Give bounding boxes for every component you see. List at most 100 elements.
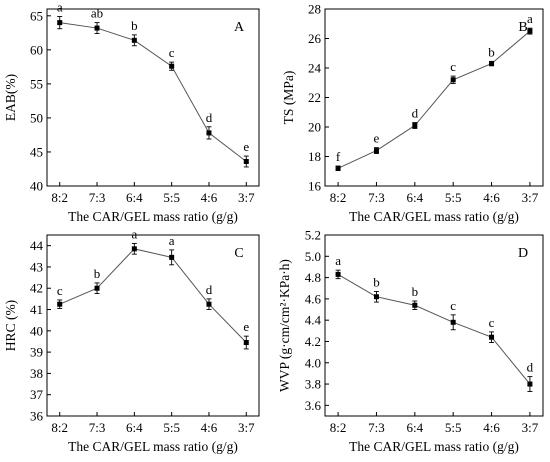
plot-frame [46,234,260,417]
data-point [243,340,249,346]
significance-letter: e [374,131,380,146]
y-tick-label: 41 [30,302,43,317]
x-tick-label: 8:2 [51,190,68,205]
significance-letter: c [450,298,456,313]
y-tick-label: 4.8 [305,270,321,285]
significance-letter: a [57,0,63,14]
y-tick-label: 26 [308,31,322,46]
y-axis-label: WVP (g·cm/cm²·KPa·h) [277,259,292,392]
y-axis-label: EAB(%) [3,74,18,121]
panel-d: 3.6 3.8 4.0 4.2 4.4 4.6 4.8 5.0 5.2 8:2 7:3 6:4 5:5 4… [277,228,544,454]
y-tick-label: 65 [30,8,43,23]
significance-letter: a [131,227,137,242]
y-tick-label: 38 [30,366,43,381]
y-tick-label: 4.4 [305,313,322,328]
x-tick-label: 4:6 [483,190,500,205]
significance-letter: f [336,149,341,164]
x-tick-label: 5:5 [163,190,180,205]
y-axis-label: HRC (%) [3,300,18,351]
significance-letter: d [206,282,213,297]
y-tick-label: 42 [30,281,43,296]
series-line [337,30,531,169]
panel-label: A [234,20,245,35]
series-line [337,273,531,385]
significance-letter: b [488,44,495,59]
data-point [206,301,212,307]
significance-letter: a [335,253,341,268]
x-tick-label: 4:6 [483,420,500,435]
x-tick-label: 6:4 [407,190,424,205]
x-tick-label: 6:4 [126,190,143,205]
y-tick-label: 4.2 [305,334,321,349]
y-tick-label: 4.6 [305,291,322,306]
significance-letter: a [169,233,175,248]
x-axis-label: The CAR/GEL mass ratio (g/g) [68,439,238,454]
significance-letter: c [489,315,495,330]
y-tick-label: 22 [308,90,321,105]
x-tick-label: 3:7 [238,190,255,205]
y-tick-label: 40 [30,179,43,194]
significance-letter: b [373,274,380,289]
x-tick-label: 4:6 [201,420,218,435]
x-tick-label: 5:5 [445,190,462,205]
x-tick-label: 7:3 [89,420,106,435]
y-tick-label: 43 [30,259,43,274]
data-point [450,77,456,83]
panel-label: C [234,246,243,261]
x-tick-label: 7:3 [368,190,385,205]
y-tick-label: 40 [30,323,43,338]
y-tick-label: 45 [30,144,43,159]
data-point [527,28,533,34]
significance-letter: c [450,59,456,74]
x-axis-label: The CAR/GEL mass ratio (g/g) [349,209,519,224]
panel-c: 36 37 38 39 40 41 42 43 44 8:2 7:3 6:4 5:5 4:6 3:7The … [3,227,260,454]
x-axis-label: The CAR/GEL mass ratio (g/g) [68,209,238,224]
panel-label: D [518,246,528,261]
x-tick-label: 4:6 [201,190,218,205]
plot-frame [46,8,260,187]
y-tick-label: 37 [30,387,44,402]
significance-letter: a [527,11,533,26]
y-tick-label: 5.0 [305,249,321,264]
significance-letter: ab [91,6,103,21]
data-point [412,123,418,129]
x-tick-label: 6:4 [126,420,143,435]
data-point [57,301,63,307]
significance-letter: d [206,110,213,125]
y-tick-label: 50 [30,110,43,125]
data-point [412,302,418,308]
data-point [131,37,137,43]
y-axis-label: TS (MPa) [281,71,296,125]
y-tick-label: 4.0 [305,355,321,370]
series-line [59,248,247,343]
data-point [57,20,63,26]
data-point [335,271,341,277]
data-point [94,285,100,291]
y-tick-label: 36 [30,409,44,424]
data-point [335,165,341,171]
y-tick-label: 24 [308,61,322,76]
y-tick-label: 20 [308,120,321,135]
x-tick-label: 8:2 [51,420,68,435]
y-tick-label: 18 [308,149,321,164]
data-point [169,63,175,69]
x-tick-label: 5:5 [163,420,180,435]
plot-frame [324,234,544,417]
significance-letter: c [169,45,175,60]
data-point [373,294,379,300]
data-point [450,319,456,325]
data-point [489,334,495,340]
data-point [206,130,212,136]
data-point [373,148,379,154]
data-point [527,381,533,387]
data-point [243,158,249,164]
y-tick-label: 39 [30,345,43,360]
significance-letter: b [131,18,138,33]
series-line [59,22,247,162]
y-tick-label: 44 [30,238,44,253]
panel-label: B [518,20,527,35]
x-axis-label: The CAR/GEL mass ratio (g/g) [349,439,519,454]
